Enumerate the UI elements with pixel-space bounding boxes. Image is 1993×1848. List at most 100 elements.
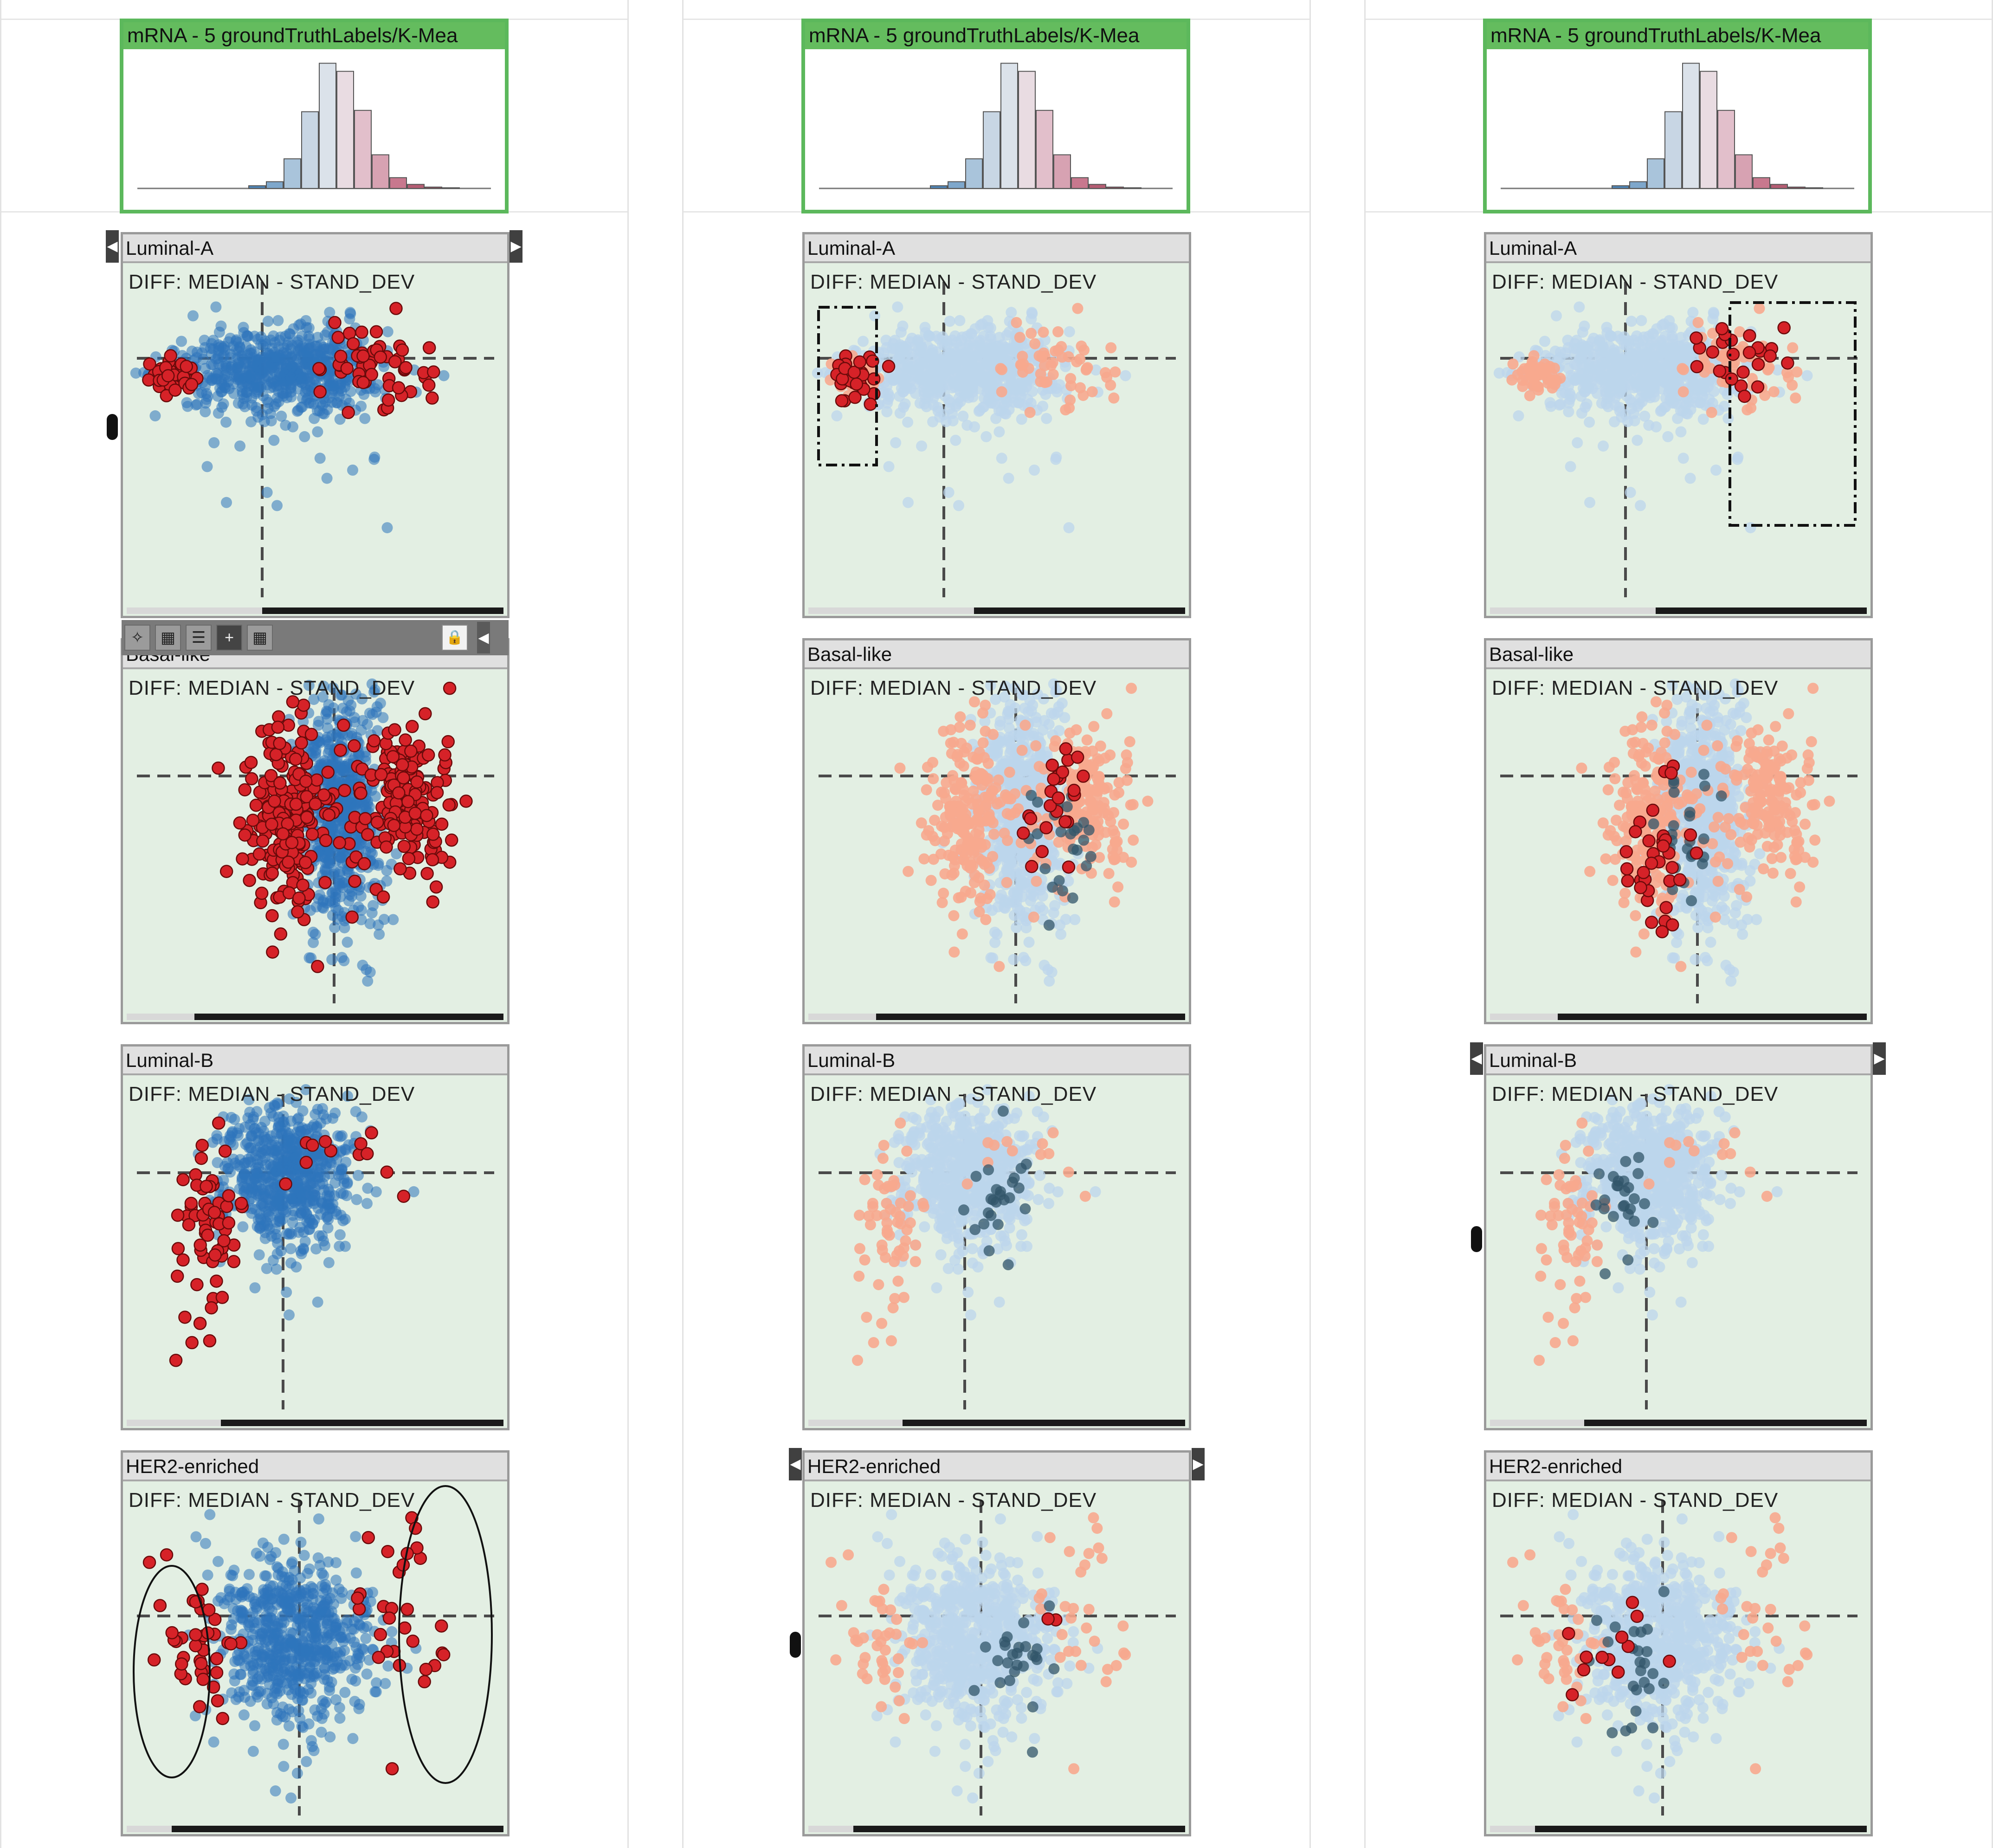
data-point <box>426 895 439 909</box>
data-point <box>311 960 324 973</box>
scatter-plot[interactable] <box>123 263 507 607</box>
data-point <box>382 1611 396 1625</box>
data-point <box>212 390 224 402</box>
horizontal-scrollbar[interactable] <box>808 607 1185 614</box>
scatter-panel[interactable]: Basal-like DIFF: MEDIAN - STAND_DEV <box>802 638 1191 1024</box>
data-point <box>239 376 251 388</box>
data-point <box>326 954 338 965</box>
data-point <box>289 1640 300 1652</box>
data-point <box>1018 689 1029 701</box>
scatter-panel[interactable]: Luminal-A DIFF: MEDIAN - STAND_DEV <box>802 232 1191 618</box>
data-point <box>985 333 997 345</box>
horizontal-scrollbar[interactable] <box>127 1014 503 1020</box>
scatter-panel[interactable]: Luminal-A DIFF: MEDIAN - STAND_DEV <box>121 232 510 618</box>
data-point <box>398 1621 412 1635</box>
data-point <box>361 1198 373 1209</box>
data-point <box>1048 848 1060 859</box>
data-point <box>948 867 960 879</box>
data-point <box>359 413 371 424</box>
data-point <box>357 715 368 726</box>
data-point <box>1028 911 1039 923</box>
data-point <box>918 853 930 865</box>
histogram-bar <box>1664 111 1682 189</box>
data-point <box>348 1623 360 1635</box>
data-point <box>271 1561 283 1573</box>
histogram-bar <box>407 184 425 189</box>
data-point <box>262 403 274 414</box>
data-point <box>300 1084 311 1095</box>
data-point <box>361 1668 373 1680</box>
data-point <box>243 1094 255 1105</box>
data-point <box>360 1633 372 1644</box>
data-point <box>263 1206 275 1217</box>
horizontal-scrollbar[interactable] <box>127 1420 503 1426</box>
scatter-panel[interactable]: Basal-like DIFF: MEDIAN - STAND_DEV <box>121 638 510 1024</box>
data-point <box>376 890 390 904</box>
data-point <box>295 736 308 750</box>
scatter-plot[interactable] <box>123 1481 507 1825</box>
data-point <box>999 691 1010 703</box>
data-point <box>259 1600 271 1611</box>
scrollbar-thumb[interactable] <box>194 1014 503 1020</box>
data-point <box>336 1586 348 1598</box>
selection-ellipse <box>133 1565 211 1778</box>
data-point <box>318 876 332 889</box>
data-point <box>381 522 393 534</box>
data-point <box>1016 414 1027 425</box>
scatter-plot[interactable] <box>805 669 1189 1013</box>
data-point <box>362 1182 374 1194</box>
data-point <box>1014 378 1026 389</box>
scatter-plot[interactable] <box>123 669 507 1013</box>
data-point <box>321 1113 332 1124</box>
panel-subtitle: DIFF: MEDIAN - STAND_DEV <box>129 1083 415 1105</box>
data-point <box>334 1712 346 1724</box>
data-point <box>982 791 994 802</box>
data-point <box>1045 360 1057 371</box>
data-point <box>317 691 329 703</box>
data-point <box>985 363 997 375</box>
data-point <box>143 357 156 371</box>
scrollbar-thumb[interactable] <box>221 1420 503 1426</box>
scatter-plot[interactable] <box>123 1075 507 1419</box>
data-point <box>308 694 320 705</box>
scrollbar-thumb[interactable] <box>262 607 503 614</box>
scrollbar-thumb[interactable] <box>172 1826 503 1832</box>
data-point <box>387 819 401 832</box>
histogram-bar <box>319 63 336 189</box>
data-point <box>1032 731 1044 743</box>
data-point <box>348 739 361 753</box>
data-point <box>993 332 1005 343</box>
data-point <box>333 836 346 850</box>
data-point <box>374 1628 387 1641</box>
data-point <box>277 1204 289 1216</box>
data-point <box>305 341 316 353</box>
data-point <box>356 693 368 704</box>
horizontal-scrollbar[interactable] <box>127 1826 503 1832</box>
histogram-panel-2[interactable]: mRNA - 5 groundTruthLabels/K-Mea <box>801 19 1190 213</box>
selection-ellipse <box>398 1485 493 1784</box>
data-point <box>186 345 198 357</box>
histogram-panel-3[interactable]: mRNA - 5 groundTruthLabels/K-Mea <box>1483 19 1872 213</box>
data-point <box>972 814 983 826</box>
histogram-panel-1[interactable]: mRNA - 5 groundTruthLabels/K-Mea <box>120 19 509 213</box>
data-point <box>247 1113 259 1125</box>
data-point <box>864 397 877 411</box>
data-point <box>877 387 889 398</box>
data-point <box>238 1709 250 1721</box>
histogram-chart <box>819 63 1173 189</box>
scatter-plot[interactable] <box>805 263 1189 607</box>
data-point <box>297 1623 308 1635</box>
scrollbar-thumb[interactable] <box>974 607 1185 614</box>
data-point <box>175 336 187 347</box>
data-point <box>966 374 977 386</box>
data-point <box>996 386 1007 398</box>
data-point <box>1026 328 1037 339</box>
histogram-bar <box>1036 110 1053 189</box>
data-point <box>160 1548 174 1562</box>
horizontal-scrollbar[interactable] <box>127 607 503 614</box>
data-point <box>246 814 260 827</box>
data-point <box>338 1173 350 1185</box>
scatter-panel[interactable]: Luminal-B DIFF: MEDIAN - STAND_DEV <box>121 1044 510 1430</box>
data-point <box>313 716 324 727</box>
scatter-panel[interactable]: HER2-enriched DIFF: MEDIAN - STAND_DEV <box>121 1450 510 1836</box>
